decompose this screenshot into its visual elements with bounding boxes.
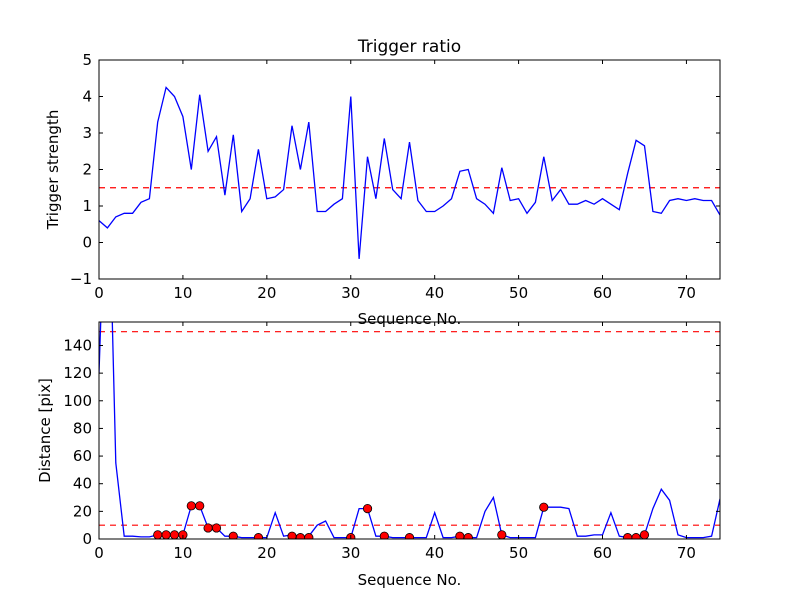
bottom-marker-point <box>539 502 549 512</box>
bottom-marker-point <box>404 533 415 539</box>
top-x-tick-label: 0 <box>94 284 104 302</box>
top-y-tick-label: 2 <box>82 161 92 179</box>
bottom-plot-area: 0 10 20 30 40 50 60 70 0 20 40 60 80 100 120 140 <box>63 321 721 562</box>
top-y-axis-label: Trigger strength <box>44 110 62 231</box>
bottom-marker-point <box>203 523 213 533</box>
bottom-marker-point <box>169 530 180 539</box>
bottom-marker-point <box>153 530 163 539</box>
bottom-y-tick-label: 60 <box>73 447 92 465</box>
bottom-y-tick-label: 40 <box>73 475 92 493</box>
top-axes-frame <box>98 59 721 280</box>
bottom-marker-point <box>304 533 314 539</box>
bottom-x-axis-label: Sequence No. <box>358 571 462 589</box>
top-x-tick-label: 10 <box>173 284 192 302</box>
bottom-marker-point <box>186 501 196 511</box>
bottom-x-tick-label: 20 <box>257 544 276 562</box>
bottom-y-tick-label: 120 <box>63 364 92 382</box>
bottom-marker-point <box>211 523 222 533</box>
bottom-marker-point <box>639 530 650 539</box>
top-chart-title: Trigger ratio <box>357 37 461 57</box>
top-y-tick-label: 3 <box>82 124 92 142</box>
top-x-axis-label: Sequence No. <box>358 310 462 328</box>
top-y-tick-label: 5 <box>82 51 92 69</box>
bottom-plot-content <box>99 322 720 539</box>
bottom-x-tick-label: 40 <box>425 544 444 562</box>
top-x-tick-label: 60 <box>593 284 612 302</box>
bottom-y-tick-label: 20 <box>73 502 92 520</box>
bottom-y-tick-label: 0 <box>82 530 92 548</box>
bottom-marker-point <box>253 533 264 539</box>
bottom-y-tick-label: 140 <box>63 336 92 354</box>
bottom-marker-point <box>631 533 641 539</box>
bottom-x-tick-label: 30 <box>341 544 360 562</box>
top-plot-content <box>99 86 720 259</box>
bottom-y-tick-label: 80 <box>73 419 92 437</box>
bottom-subplot: 0 10 20 30 40 50 60 70 0 20 40 60 80 100 120 140 Sequen… <box>36 321 721 589</box>
bottom-series-line <box>99 322 720 539</box>
bottom-x-tick-label: 0 <box>94 544 104 562</box>
bottom-x-tick-label: 70 <box>677 544 696 562</box>
top-y-tick-label: −1 <box>70 270 92 288</box>
bottom-marker-point <box>195 501 205 511</box>
top-x-tick-label: 70 <box>677 284 696 302</box>
bottom-y-tick-label: 100 <box>63 392 92 410</box>
top-y-tick-label: 1 <box>82 197 92 215</box>
top-y-tick-label: 0 <box>82 234 92 252</box>
bottom-y-axis-label: Distance [pix] <box>36 378 54 483</box>
bottom-x-tick-label: 10 <box>173 544 192 562</box>
top-series-line <box>99 86 720 259</box>
bottom-marker-point <box>623 533 633 539</box>
bottom-marker-point <box>178 530 188 539</box>
bottom-marker-point <box>228 531 238 539</box>
top-x-tick-label: 50 <box>509 284 528 302</box>
bottom-marker-point <box>497 530 507 539</box>
bottom-axes-frame <box>98 321 721 540</box>
bottom-x-tick-label: 60 <box>593 544 612 562</box>
bottom-marker-point <box>362 503 373 514</box>
bottom-marker-point <box>463 533 473 539</box>
bottom-marker-point <box>295 533 306 539</box>
bottom-marker-point <box>379 531 389 539</box>
top-y-tick-label: 4 <box>82 88 92 106</box>
bottom-marker-point <box>161 530 171 539</box>
top-x-tick-label: 20 <box>257 284 276 302</box>
top-x-tick-label: 40 <box>425 284 444 302</box>
bottom-x-tick-label: 50 <box>509 544 528 562</box>
top-x-tick-label: 30 <box>341 284 360 302</box>
